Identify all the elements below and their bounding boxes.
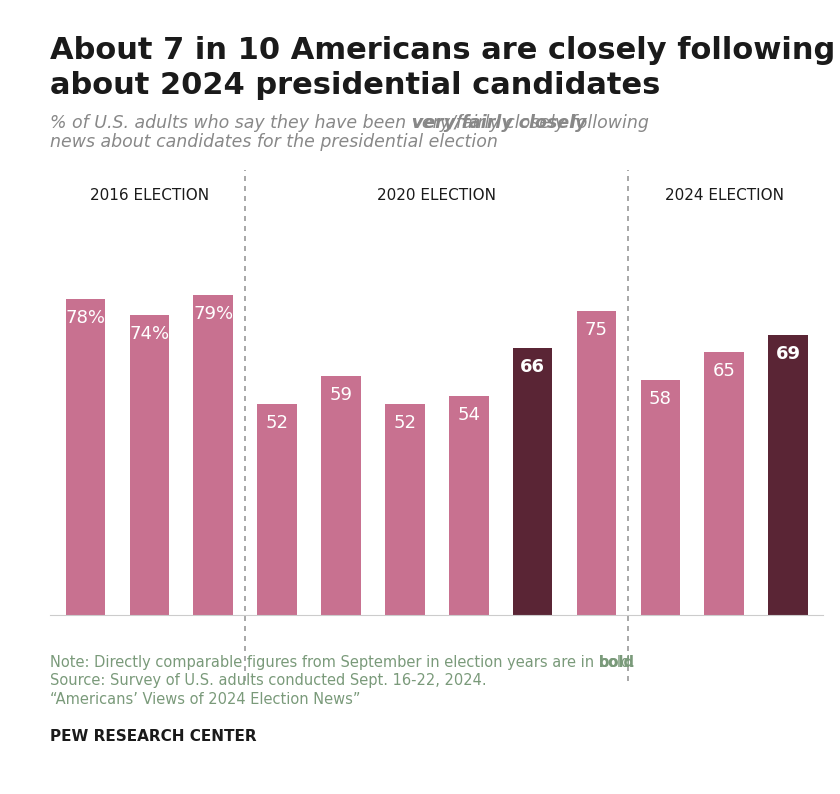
Text: Source: Survey of U.S. adults conducted Sept. 16-22, 2024.: Source: Survey of U.S. adults conducted … bbox=[50, 673, 487, 688]
Bar bbox=[66, 299, 105, 615]
Bar bbox=[769, 335, 808, 615]
Text: About 7 in 10 Americans are closely following news: About 7 in 10 Americans are closely foll… bbox=[50, 36, 840, 65]
Text: 2016 ELECTION: 2016 ELECTION bbox=[90, 187, 209, 202]
Text: PEW RESEARCH CENTER: PEW RESEARCH CENTER bbox=[50, 729, 257, 744]
Text: 54: 54 bbox=[457, 407, 480, 424]
Bar bbox=[705, 352, 744, 615]
Text: bold: bold bbox=[599, 655, 635, 670]
Text: 58: 58 bbox=[648, 390, 672, 408]
Text: 66: 66 bbox=[520, 357, 545, 376]
Bar bbox=[257, 404, 297, 615]
Text: 52: 52 bbox=[265, 414, 289, 433]
Text: 59: 59 bbox=[329, 386, 353, 404]
Text: % of U.S. adults who say they have been very/fairly closely following: % of U.S. adults who say they have been … bbox=[50, 114, 649, 133]
Text: 2024 ELECTION: 2024 ELECTION bbox=[664, 187, 784, 202]
Text: news about candidates for the presidential election: news about candidates for the presidenti… bbox=[50, 133, 498, 152]
Text: “Americans’ Views of 2024 Election News”: “Americans’ Views of 2024 Election News” bbox=[50, 692, 361, 707]
Bar bbox=[512, 348, 553, 615]
Text: 52: 52 bbox=[393, 414, 417, 433]
Bar bbox=[641, 380, 680, 615]
Bar bbox=[129, 315, 169, 615]
Text: about 2024 presidential candidates: about 2024 presidential candidates bbox=[50, 71, 661, 101]
Text: very/fairly closely: very/fairly closely bbox=[412, 114, 586, 133]
Text: 75: 75 bbox=[585, 321, 608, 339]
Bar bbox=[321, 376, 361, 615]
Text: 79%: 79% bbox=[193, 305, 234, 323]
Text: 78%: 78% bbox=[66, 309, 106, 327]
Text: 2020 ELECTION: 2020 ELECTION bbox=[377, 187, 496, 202]
Text: 69: 69 bbox=[775, 345, 801, 364]
Text: 74%: 74% bbox=[129, 326, 170, 343]
Bar bbox=[577, 311, 617, 615]
Text: 65: 65 bbox=[713, 362, 736, 380]
Bar bbox=[385, 404, 425, 615]
Text: Note: Directly comparable figures from September in election years are in bold.: Note: Directly comparable figures from S… bbox=[50, 655, 635, 670]
Bar bbox=[449, 396, 489, 615]
Bar bbox=[193, 295, 233, 615]
